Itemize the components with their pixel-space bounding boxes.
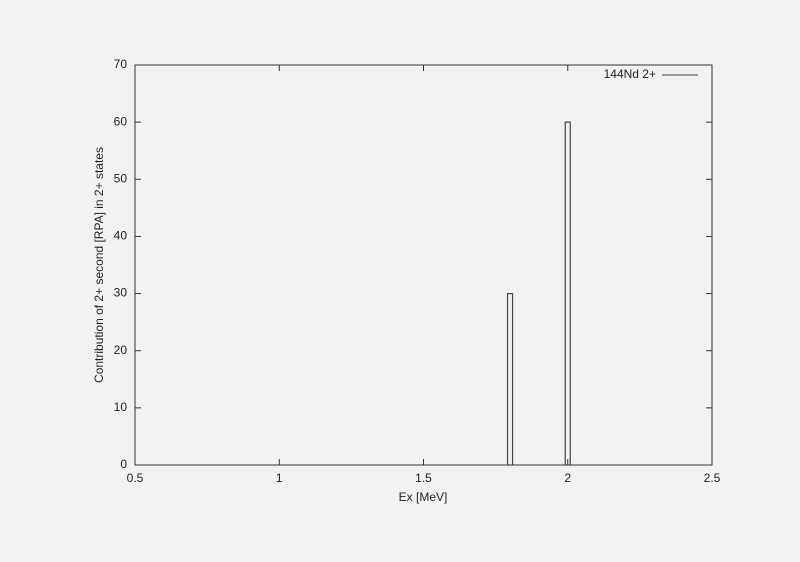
- x-tick-label: 1.5: [415, 471, 432, 485]
- y-tick-label: 60: [114, 114, 128, 128]
- y-axis-label: Contribution of 2+ second [RPA] in 2+ st…: [92, 147, 106, 383]
- y-tick-label: 0: [120, 457, 127, 471]
- y-tick-label: 20: [114, 343, 128, 357]
- x-tick-label: 1: [276, 471, 283, 485]
- x-tick-label: 0.5: [127, 471, 144, 485]
- y-tick-label: 40: [114, 229, 128, 243]
- y-tick-label: 70: [114, 57, 128, 71]
- bar: [564, 121, 571, 466]
- x-tick-label: 2: [564, 471, 571, 485]
- legend-label: 144Nd 2+: [604, 67, 656, 81]
- y-tick-label: 10: [114, 400, 128, 414]
- bar: [506, 292, 514, 466]
- x-axis-label: Ex [MeV]: [399, 490, 448, 504]
- x-tick-label: 2.5: [704, 471, 721, 485]
- y-tick-label: 30: [114, 286, 128, 300]
- y-tick-label: 50: [114, 171, 128, 185]
